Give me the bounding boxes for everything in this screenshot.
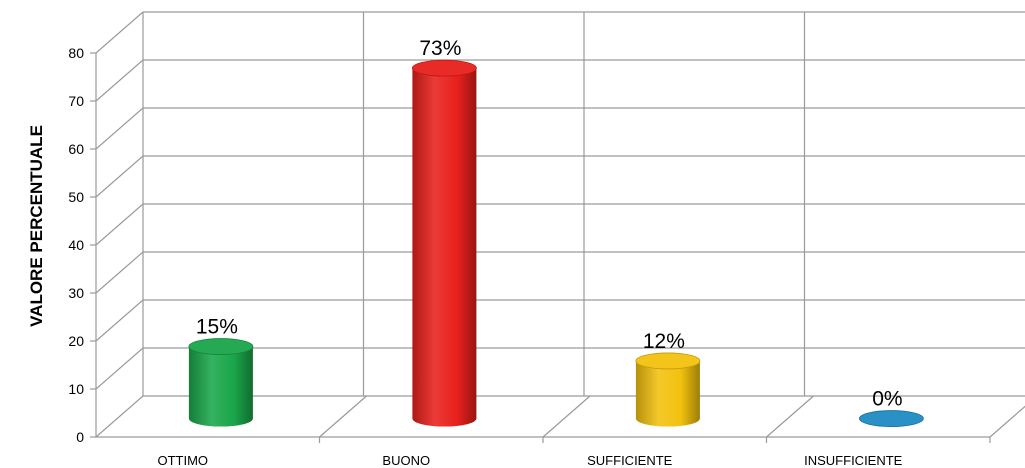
- bar-top: [635, 352, 701, 370]
- floor-divider: [319, 395, 367, 438]
- y-tick-label: 40: [68, 237, 84, 253]
- y-axis: 0 10 20 30 40 50 60 70 80: [68, 45, 97, 445]
- gridline-side: [95, 107, 144, 150]
- data-labels: 15% 73% 12% 0%: [196, 37, 903, 410]
- floor-divider: [542, 395, 591, 438]
- bar-top: [859, 410, 924, 427]
- category-label: BUONO: [382, 453, 430, 468]
- y-tick-label: 60: [68, 141, 84, 157]
- y-axis-title: VALORE PERCENTUALE: [27, 125, 46, 327]
- bar-body: [188, 346, 253, 427]
- data-label: 73%: [419, 37, 461, 60]
- floor-divider: [766, 395, 814, 438]
- bar-body: [635, 360, 700, 427]
- category-label: SUFFICIENTE: [587, 453, 673, 468]
- gridline-side: [95, 203, 144, 246]
- gridline-side: [95, 395, 144, 438]
- gridline-side: [95, 11, 144, 54]
- gridline-side: [95, 155, 144, 198]
- x-axis: OTTIMO BUONO SUFFICIENTE INSUFFICIENTE: [157, 453, 902, 468]
- y-tick-label: 50: [68, 189, 84, 205]
- bar-body: [412, 68, 477, 427]
- bar-ottimo: [188, 338, 254, 427]
- data-label: 15%: [196, 316, 238, 339]
- bar-sufficiente: [635, 352, 701, 427]
- gridline-side: [95, 59, 144, 102]
- gridline-side: [95, 299, 144, 342]
- bar-top: [411, 59, 477, 77]
- category-label: INSUFFICIENTE: [804, 453, 903, 468]
- y-tick-label: 10: [68, 381, 84, 397]
- y-tick-label: 70: [68, 93, 84, 109]
- y-tick-label: 0: [76, 429, 84, 445]
- y-tick-label: 80: [68, 45, 84, 61]
- category-label: OTTIMO: [157, 453, 208, 468]
- data-label: 12%: [643, 330, 685, 353]
- y-tick-label: 30: [68, 285, 84, 301]
- bar-buono: [411, 59, 477, 427]
- gridline-side: [95, 347, 144, 390]
- bars: [188, 59, 924, 427]
- grid: [95, 11, 1025, 443]
- bar-top: [188, 338, 254, 355]
- data-label: 0%: [872, 388, 902, 411]
- y-tick-label: 20: [68, 333, 84, 349]
- floor-divider: [989, 405, 1025, 438]
- gridline-side: [95, 251, 144, 294]
- bar-insufficiente: [859, 410, 924, 427]
